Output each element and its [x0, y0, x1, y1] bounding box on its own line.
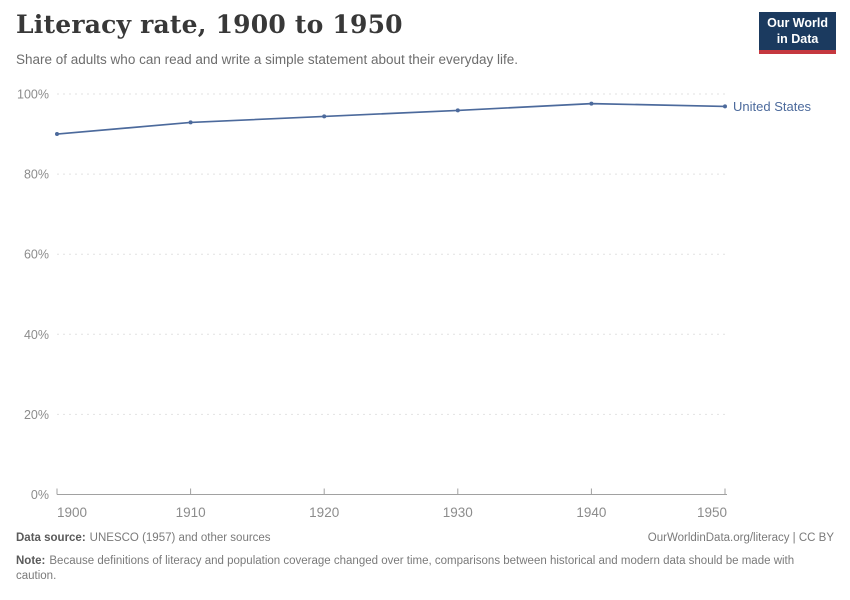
data-point[interactable]	[455, 108, 460, 113]
x-tick-label: 1920	[309, 505, 339, 520]
series-label[interactable]: United States	[733, 99, 812, 114]
y-tick-label: 20%	[24, 408, 49, 422]
x-tick-label: 1910	[176, 505, 206, 520]
x-tick-label: 1940	[576, 505, 606, 520]
data-source-value: UNESCO (1957) and other sources	[89, 532, 271, 544]
line-series[interactable]	[56, 102, 726, 135]
y-tick-label: 100%	[17, 88, 49, 102]
data-point[interactable]	[723, 104, 727, 109]
data-source: Data source: UNESCO (1957) and other sour…	[16, 531, 271, 547]
owid-logo-line2: in Data	[776, 31, 819, 46]
y-tick-label: 80%	[24, 168, 49, 182]
owid-logo[interactable]: Our World in Data	[759, 12, 836, 55]
y-tick-label: 0%	[31, 488, 49, 502]
y-tick-label: 60%	[24, 248, 49, 262]
x-tick-label: 1900	[57, 505, 87, 520]
chart-footer: Data source: UNESCO (1957) and other sour…	[16, 531, 834, 585]
data-point[interactable]	[55, 132, 59, 137]
owid-logo-line1: Our World	[767, 16, 828, 30]
y-tick-label: 40%	[24, 328, 49, 342]
footer-link[interactable]: OurWorldinData.org/literacy | CC BY	[647, 532, 834, 544]
data-point[interactable]	[589, 101, 594, 106]
chart-subtitle: Share of adults who can read and write a…	[16, 52, 519, 67]
data-point[interactable]	[188, 120, 193, 125]
x-tick-label: 1930	[443, 505, 473, 520]
footer-note-text: Because definitions of literacy and popu…	[16, 554, 795, 583]
x-tick-label: 1950	[697, 505, 727, 520]
data-point[interactable]	[322, 114, 327, 119]
footer-note: Note: Because definitions of literacy and…	[16, 554, 811, 585]
data-source-label: Data source:	[16, 532, 86, 544]
footer-note-label: Note:	[16, 554, 46, 567]
page-title: Literacy rate, 1900 to 1950	[16, 10, 403, 39]
